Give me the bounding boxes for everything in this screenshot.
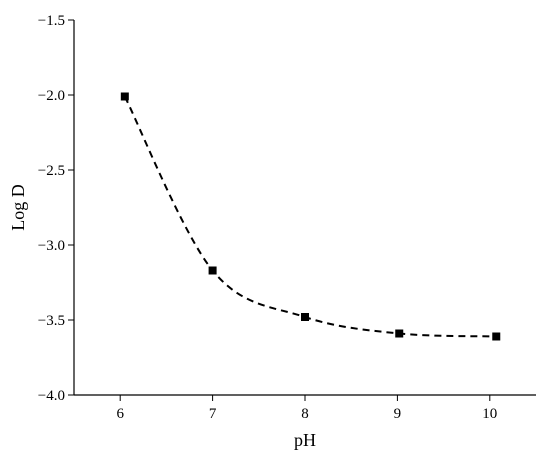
y-tick-label: −3.0 bbox=[38, 238, 65, 254]
y-tick-label: −1.5 bbox=[38, 13, 65, 29]
x-tick-label: 10 bbox=[482, 406, 497, 422]
y-tick-label: −2.5 bbox=[38, 163, 65, 179]
y-tick-label: −3.5 bbox=[38, 313, 65, 329]
x-tick-label: 8 bbox=[301, 406, 309, 422]
x-tick-label: 6 bbox=[116, 406, 124, 422]
data-point bbox=[492, 332, 501, 341]
data-point bbox=[120, 92, 129, 101]
data-point bbox=[301, 313, 309, 321]
y-tick-label: −2.0 bbox=[38, 88, 65, 104]
x-tick-label: 7 bbox=[209, 406, 217, 422]
data-point bbox=[395, 329, 404, 338]
y-axis-title: Log D bbox=[8, 184, 28, 231]
x-tick-label: 9 bbox=[394, 406, 402, 422]
series-line bbox=[123, 96, 497, 338]
x-axis-title: pH bbox=[294, 430, 316, 450]
data-point bbox=[208, 266, 217, 275]
plot-area: −4.0 −3.5 −3.0 −2.5 −2.0 −1.5 6 7 8 9 10 bbox=[38, 13, 536, 422]
y-tick-label: −4.0 bbox=[38, 388, 65, 404]
